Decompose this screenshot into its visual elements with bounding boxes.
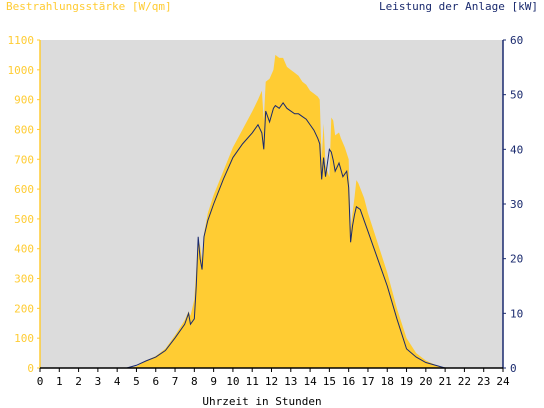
irradiance-area (40, 54, 503, 368)
x-tick-label: 0 (37, 375, 44, 388)
left-tick-label: 1100 (8, 34, 35, 47)
x-tick-label: 23 (477, 375, 490, 388)
right-tick-label: 30 (510, 198, 523, 211)
power-line (40, 102, 503, 369)
right-tick-label: 60 (510, 34, 523, 47)
left-tick-label: 400 (14, 243, 34, 256)
x-tick-label: 24 (496, 375, 510, 388)
x-tick-label: 17 (361, 375, 374, 388)
x-tick-label: 18 (381, 375, 394, 388)
x-tick-label: 5 (133, 375, 140, 388)
left-tick-label: 300 (14, 273, 34, 286)
x-tick-label: 4 (114, 375, 121, 388)
right-tick-label: 50 (510, 89, 523, 102)
x-tick-label: 8 (191, 375, 198, 388)
x-tick-label: 10 (226, 375, 239, 388)
x-tick-label: 22 (458, 375, 471, 388)
x-tick-label: 12 (265, 375, 278, 388)
x-tick-label: 11 (246, 375, 259, 388)
left-tick-label: 100 (14, 332, 34, 345)
right-tick-label: 10 (510, 307, 523, 320)
x-tick-label: 2 (75, 375, 82, 388)
right-tick-label: 40 (510, 143, 523, 156)
x-tick-label: 21 (439, 375, 452, 388)
x-tick-label: 16 (342, 375, 355, 388)
x-tick-label: 13 (284, 375, 297, 388)
x-tick-label: 19 (400, 375, 413, 388)
left-tick-label: 600 (14, 183, 34, 196)
x-tick-label: 9 (210, 375, 217, 388)
x-axis-title: Uhrzeit in Stunden (202, 395, 321, 408)
ticks-layer: 0100200300400500600700800900100011000102… (8, 34, 524, 388)
right-tick-label: 0 (510, 362, 517, 375)
right-tick-label: 20 (510, 253, 523, 266)
left-tick-label: 800 (14, 123, 34, 136)
left-tick-label: 0 (27, 362, 34, 375)
left-tick-label: 900 (14, 94, 34, 107)
left-tick-label: 1000 (8, 64, 35, 77)
x-tick-label: 15 (323, 375, 336, 388)
x-tick-label: 1 (56, 375, 63, 388)
left-tick-label: 700 (14, 153, 34, 166)
x-tick-label: 3 (95, 375, 102, 388)
x-tick-label: 7 (172, 375, 179, 388)
left-tick-label: 200 (14, 302, 34, 315)
series-layer (40, 54, 503, 369)
x-tick-label: 6 (152, 375, 159, 388)
left-tick-label: 500 (14, 213, 34, 226)
right-axis-title: Leistung der Anlage [kW] (379, 0, 538, 13)
x-tick-label: 14 (303, 375, 317, 388)
x-tick-label: 20 (419, 375, 432, 388)
left-axis-title: Bestrahlungsstärke [W/qm] (6, 0, 172, 13)
